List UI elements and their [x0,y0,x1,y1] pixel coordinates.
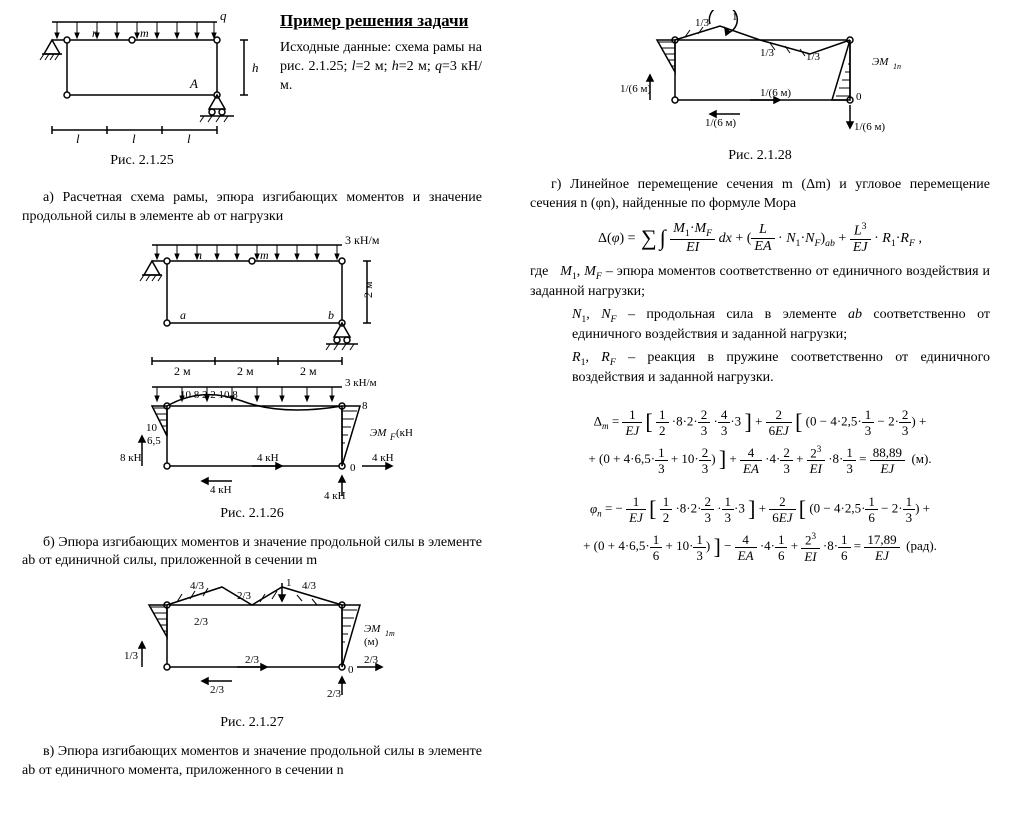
svg-text:ЭM: ЭM [370,427,387,439]
svg-text:2 м: 2 м [174,364,191,378]
svg-text:h: h [252,60,259,75]
svg-text:1n: 1n [893,62,901,71]
para-v: в) Эпюра изгибающих моментов и значение … [22,743,482,781]
fig25-caption: Рис. 2.1.25 [22,152,262,171]
svg-text:2/3: 2/3 [364,654,379,666]
svg-text:1/(6 м): 1/(6 м) [620,83,651,95]
para-g: г) Линейное перемещение сечения m (Δm) и… [530,176,990,214]
svg-text:A: A [189,76,198,91]
svg-text:2 м: 2 м [361,281,375,298]
svg-text:3 кН/м: 3 кН/м [345,233,380,247]
svg-text:m: m [140,26,149,40]
svg-text:8 кН: 8 кН [120,452,142,464]
svg-text:1/(6 м): 1/(6 м) [705,117,736,129]
eq-delta-m-1: Δm = 1EJ [ 12 ·8·2·23 ·43·3 ] + 26EJ [ (… [530,408,990,437]
para-a: а) Расчетная схема рамы, эпюра изгибающи… [22,189,482,227]
svg-text:1/3: 1/3 [806,51,821,63]
eq-mora: Δ(φ) = ∑∫ M1·MF EI dx + (L EA · N1·NF)ab… [530,222,990,256]
svg-text:2 м: 2 м [237,364,254,378]
svg-text:m: m [260,248,269,262]
svg-text:4 кН: 4 кН [372,452,394,464]
svg-text:2/3: 2/3 [327,688,342,700]
svg-text:4 кН: 4 кН [324,490,346,502]
where-R: R1, RF – реакция в пружине соответственн… [530,349,990,388]
svg-text:ЭM: ЭM [364,623,381,635]
svg-text:ЭM: ЭM [872,56,889,68]
svg-text:l: l [187,131,191,146]
svg-text:3 кН/м: 3 кН/м [345,377,377,389]
svg-text:2/3: 2/3 [237,590,252,602]
svg-text:2/3: 2/3 [245,654,260,666]
svg-text:1/3: 1/3 [695,17,710,29]
svg-text:6,5: 6,5 [147,435,161,447]
svg-text:1/(6 м): 1/(6 м) [854,121,885,133]
where-label: где M1, MF – эпюра моментов соответствен… [530,263,990,302]
svg-text:4/3: 4/3 [190,580,205,592]
svg-text:4/3: 4/3 [302,580,317,592]
svg-text:1m: 1m [385,629,395,638]
svg-text:(м): (м) [364,636,379,648]
eq-delta-m-2: + (0 + 4·6,5·13 + 10·23) ] + 4EA ·4·23 +… [530,445,990,475]
given-data: Исходные данные: схема рамы на рис. 2.1.… [280,39,482,96]
svg-text:b: b [328,308,334,322]
svg-text:2 м: 2 м [300,364,317,378]
svg-text:l: l [76,131,80,146]
fig-2-1-27: 1 4/3 2/3 4/3 2/3 1/3 2/3 2/3 2/3 0 2/3 … [22,577,482,733]
svg-text:8: 8 [362,400,368,412]
svg-text:n: n [92,26,98,40]
fig26-caption: Рис. 2.1.26 [22,505,482,524]
svg-text:0: 0 [348,664,354,676]
fig28-caption: Рис. 2.1.28 [530,147,990,166]
svg-text:10 8 2 2 10 8: 10 8 2 2 10 8 [180,389,238,401]
svg-text:0: 0 [856,91,862,103]
label-q: q [220,10,227,23]
fig27-caption: Рис. 2.1.27 [22,714,482,733]
svg-text:1/(6 м): 1/(6 м) [760,87,791,99]
svg-text:4 кН: 4 кН [257,452,279,464]
svg-text:a: a [180,308,186,322]
eq-phi-n-1: φn = − 1EJ [ 12 ·8·2·23 ·13·3 ] + 26EJ [… [530,495,990,524]
example-title: Пример решения задачи [280,10,482,33]
where-N: N1, NF – продольная сила в элементе ab с… [530,306,990,345]
svg-text:1/3: 1/3 [760,47,775,59]
svg-text:n: n [196,248,202,262]
svg-text:l: l [132,131,136,146]
fig-2-1-26: 3 кН/м n m a b 2 м 2 м 2 м 2 м [22,233,482,524]
left-column: q n m A h l l l Рис. 2.1.25 Пример решен… [22,10,482,787]
svg-text:10: 10 [146,422,158,434]
svg-text:2/3: 2/3 [194,616,209,628]
fig-2-1-28: 1 1/3 1/3 1/3 1/(6 м) 1/(6 м) 1/(6 м) 0 … [530,10,990,166]
svg-text:2/3: 2/3 [210,684,225,696]
svg-text:4 кН: 4 кН [210,484,232,496]
fig-2-1-25: q n m A h l l l Рис. 2.1.25 [22,10,262,181]
svg-text:1/3: 1/3 [124,650,139,662]
svg-text:1: 1 [286,577,292,589]
para-b: б) Эпюра изгибающих моментов и значение … [22,534,482,572]
svg-text:(кНм): (кНм) [396,427,412,439]
svg-text:1: 1 [732,11,738,23]
eq-phi-n-2: + (0 + 4·6,5·16 + 10·13) ] − 4EA ·4·16 +… [530,532,990,562]
svg-text:0: 0 [350,462,356,474]
svg-text:F: F [389,432,396,442]
right-column: 1 1/3 1/3 1/3 1/(6 м) 1/(6 м) 1/(6 м) 0 … [530,10,990,571]
